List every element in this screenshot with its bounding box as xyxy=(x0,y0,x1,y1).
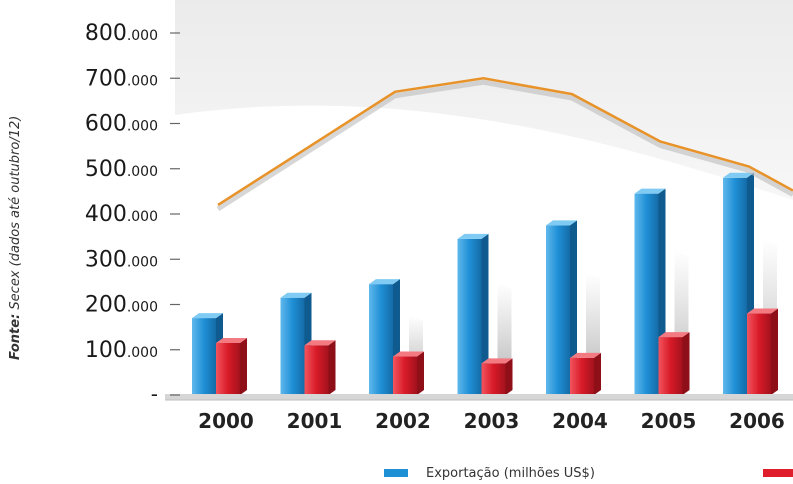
line-shadow xyxy=(216,79,793,212)
bars-group xyxy=(192,172,778,395)
x-tick-label: 2000 xyxy=(198,409,254,433)
y-tick-label: 600.000 xyxy=(85,112,158,137)
legend-swatch-export xyxy=(384,469,408,477)
red-bar xyxy=(393,351,424,395)
bar-shadow xyxy=(586,272,600,375)
legend-group: Exportação (milhões US$) xyxy=(384,466,793,481)
y-tick-label: - xyxy=(151,382,158,406)
legend-swatch-red xyxy=(763,469,793,477)
y-tick-label: 100.000 xyxy=(85,338,158,363)
source-text: Secex (dados até outubro/12) xyxy=(8,115,23,314)
red-bar xyxy=(747,308,778,395)
background-band xyxy=(175,0,793,200)
y-tick-label: 400.000 xyxy=(85,202,158,227)
y-tick-label: 200.000 xyxy=(85,293,158,318)
x-axis-floor xyxy=(165,394,793,400)
red-bar xyxy=(570,352,601,395)
x-tick-label: 2005 xyxy=(641,409,697,433)
red-bar xyxy=(304,340,336,395)
line-group xyxy=(216,77,793,212)
y-tick-label: 300.000 xyxy=(85,247,158,272)
export-bar xyxy=(546,220,577,395)
line-series xyxy=(217,77,793,206)
x-tick-label: 2001 xyxy=(287,409,343,433)
legend-label-export: Exportação (milhões US$) xyxy=(426,466,595,481)
x-tick-label: 2006 xyxy=(729,409,785,433)
bar-shadow xyxy=(497,282,512,375)
y-tick-label: 500.000 xyxy=(85,157,158,182)
export-bar xyxy=(369,279,400,395)
x-tick-label: 2003 xyxy=(464,409,520,433)
red-bar xyxy=(216,337,247,395)
source-label: Fonte: xyxy=(8,313,23,360)
y-tick-label: 800.000 xyxy=(85,21,158,46)
y-tick-label: 700.000 xyxy=(85,66,158,91)
red-bar xyxy=(658,332,690,395)
x-tick-label: 2004 xyxy=(552,409,608,433)
axis-group: - 100.000 200.000 300.000 400.000 500.000 600.… xyxy=(85,21,793,433)
export-bar xyxy=(457,233,489,395)
x-tick-label: 2002 xyxy=(375,409,431,433)
red-bar xyxy=(481,358,513,395)
